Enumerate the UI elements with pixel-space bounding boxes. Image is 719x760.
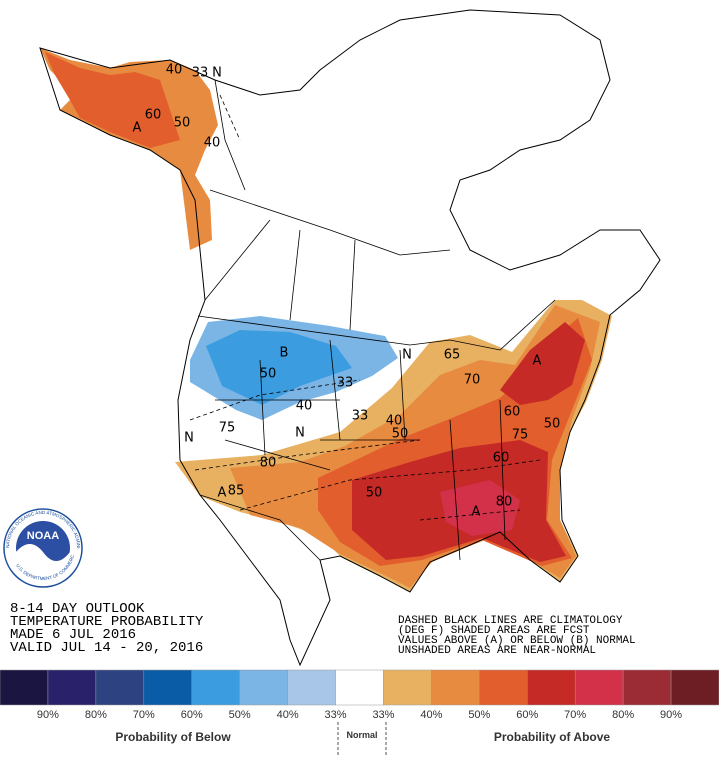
map-label: N [212,66,222,81]
legend-label: 80% [85,709,107,721]
note-line: UNSHADED AREAS ARE NEAR-NORMAL [398,645,596,657]
legend-swatch [239,669,288,706]
legend-label: 70% [564,709,586,721]
legend-label: 50% [468,709,490,721]
legend-swatch [47,669,97,706]
legend-label: 50% [229,709,251,721]
legend-swatch [287,669,336,706]
legend-label: 90% [660,709,682,721]
legend-swatch [383,669,432,706]
map-label: 80 [496,495,513,510]
climatology-lines [189,94,541,521]
map-label: 50 [392,427,409,442]
legend-swatch [574,669,624,706]
alaska-core [45,52,180,148]
map-label: N [295,426,305,441]
note-line: (DEG F) SHADED AREAS ARE FCST [398,625,590,637]
note-line: DASHED BLACK LINES ARE CLIMATOLOGY [398,615,623,627]
map-label: 40 [204,136,221,151]
map-label: 65 [444,348,461,363]
map-label: 50 [366,486,383,501]
legend-swatch [527,669,576,706]
map-label: 40 [296,399,313,414]
map-label: 40 [386,414,403,429]
header-line: MADE 6 JUL 2016 [10,627,136,643]
coastline [39,9,661,667]
map-label: B [280,346,289,361]
map-label: 60 [493,451,510,466]
below-title: Probability of Below [115,730,231,744]
map: NATIONAL OCEANIC AND ATMOSPHERIC ADMINIS… [0,0,661,667]
normal-title: Normal [346,730,377,740]
legend-label: 33% [372,709,394,721]
map-label: 33 [352,409,369,424]
map-label: 40 [166,63,183,78]
legend-label: 60% [516,709,538,721]
header: 8-14 DAY OUTLOOK TEMPERATURE PROBABILITY… [10,601,204,656]
legend-label: 80% [612,709,634,721]
east-shade-ne70 [500,322,585,405]
notes: DASHED BLACK LINES ARE CLIMATOLOGY (DEG … [398,615,636,657]
map-label: 80 [260,456,277,471]
logo-text: NOAA [27,530,59,542]
legend-swatch [95,669,145,706]
map-label: N [184,431,194,446]
legend-swatch [431,669,480,706]
map-label: 60 [504,405,521,420]
legend-swatch [479,669,528,706]
legend-label: 40% [420,709,442,721]
note-line: VALUES ABOVE (A) OR BELOW (B) NORMAL [398,635,636,647]
legend-label: 60% [181,709,203,721]
map-label: 70 [464,373,481,388]
map-label: 75 [512,428,529,443]
map-label: 50 [260,367,277,382]
legend-swatch [622,669,672,706]
legend-swatch [0,669,49,706]
legend-label: 33% [325,709,347,721]
legend-label: 40% [277,709,299,721]
map-label: 33 [337,376,354,391]
legend-swatch [670,669,719,706]
header-line: VALID JUL 14 - 20, 2016 [10,640,203,656]
legend: Probability of Below Normal Probability … [0,669,719,755]
above-title: Probability of Above [494,730,611,744]
map-label: 85 [228,484,245,499]
header-line: TEMPERATURE PROBABILITY [10,614,204,630]
legend-swatch [143,669,192,706]
map-label: 50 [544,417,561,432]
map-label: A [472,505,481,520]
map-label: 60 [145,108,162,123]
legend-swatch [335,669,384,706]
borders [197,79,556,561]
southeast-shade-80 [440,480,520,536]
header-line: 8-14 DAY OUTLOOK [10,601,145,617]
map-label: 75 [219,421,236,436]
map-label: 50 [174,116,191,131]
map-label: A [533,354,542,369]
west-blue-core [206,330,352,405]
map-label: 33 [192,66,209,81]
map-label: A [133,121,142,136]
legend-swatch [191,669,240,706]
logo-gull [16,544,70,578]
legend-label: 90% [37,709,59,721]
map-label: N [402,348,412,363]
legend-label: 70% [133,709,155,721]
map-label: A [218,486,227,501]
